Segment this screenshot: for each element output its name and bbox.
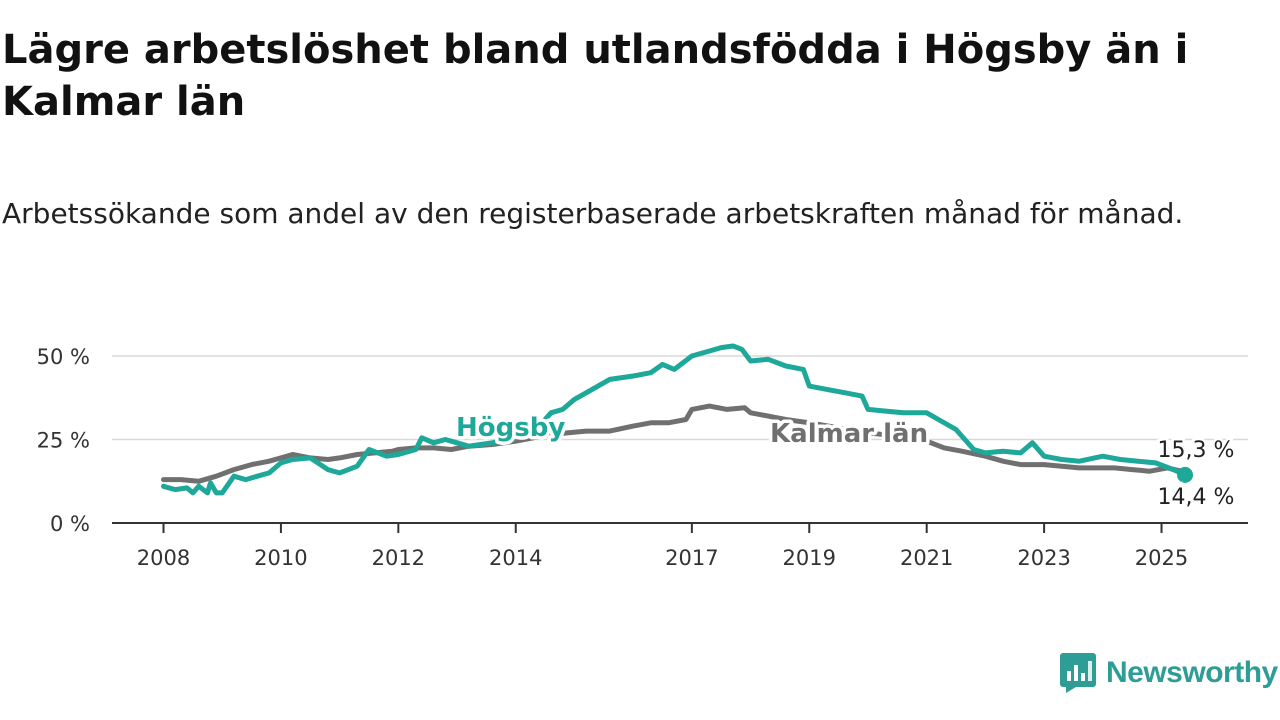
series-end-point-hogsby — [1177, 466, 1193, 483]
x-tick-label: 2014 — [489, 546, 542, 570]
x-tick-label: 2012 — [372, 546, 425, 570]
series-labels: Högsby Kalmar län 15,3 % 14,4 % — [453, 410, 1237, 513]
series-line-kalmar-lan — [161, 403, 1188, 484]
y-tick-label: 50 % — [37, 345, 90, 369]
series-label-kalmar-lan: Kalmar län — [770, 419, 928, 449]
x-tick-label: 2017 — [665, 546, 718, 570]
newsworthy-logo-icon — [1060, 653, 1096, 693]
series-line-hogsby — [161, 343, 1188, 496]
end-label-kalmar-lan: 15,3 % — [1158, 438, 1235, 463]
y-tick-label: 0 % — [50, 512, 90, 536]
chart-title: Lägre arbetslöshet bland utlandsfödda i … — [2, 27, 1189, 125]
x-tick-label: 2019 — [783, 546, 836, 570]
series-label-hogsby: Högsby — [456, 413, 565, 443]
y-tick-label: 25 % — [37, 429, 90, 453]
brand-logo: Newsworthy — [1060, 653, 1278, 693]
grid-lines — [112, 355, 1248, 441]
brand-name: Newsworthy — [1106, 656, 1278, 689]
x-tick-label: 2023 — [1017, 546, 1070, 570]
x-tick-label: 2025 — [1135, 546, 1188, 570]
x-tick-label: 2008 — [137, 546, 190, 570]
end-label-hogsby: 14,4 % — [1158, 485, 1235, 510]
axes: 0 % 25 % 50 % 2008 2010 2012 2014 2017 2019 2021 2… — [37, 345, 1248, 570]
x-tick-label: 2021 — [900, 546, 953, 570]
chart-subtitle: Arbetssökande som andel av den registerb… — [2, 197, 1184, 230]
x-tick-label: 2010 — [254, 546, 307, 570]
series-lines — [161, 343, 1193, 496]
